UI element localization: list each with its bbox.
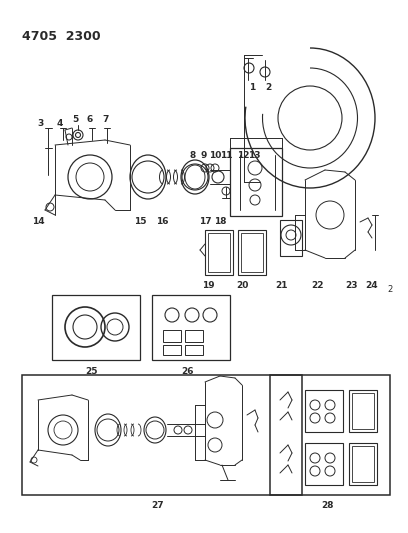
Text: 2: 2 [265,84,271,93]
Bar [185,345,203,355]
Bar [305,443,343,485]
Text: 12: 12 [237,150,249,159]
Bar [152,295,230,360]
Text: 25: 25 [86,367,98,376]
Text: 20: 20 [236,280,248,289]
Bar [305,390,343,432]
Text: 28: 28 [322,500,334,510]
Text: 3: 3 [37,118,43,127]
Bar [185,330,203,342]
Text: 4705  2300: 4705 2300 [22,30,101,43]
Text: 5: 5 [72,116,78,125]
Text: 10: 10 [209,150,221,159]
Bar [205,230,233,275]
Bar [163,330,181,342]
Bar [349,390,377,432]
Text: 8: 8 [190,150,196,159]
Text: 14: 14 [32,217,44,227]
Bar [241,233,263,272]
Text: 19: 19 [202,280,214,289]
Text: 17: 17 [199,217,211,227]
Text: 6: 6 [87,116,93,125]
Text: 1: 1 [249,84,255,93]
Text: 2: 2 [387,286,392,295]
Bar [52,295,140,360]
Text: 24: 24 [366,280,378,289]
Bar [280,220,302,256]
Text: 22: 22 [312,280,324,289]
Text: 13: 13 [248,150,260,159]
Text: 23: 23 [346,280,358,289]
Text: 16: 16 [156,217,168,227]
Bar [230,148,282,216]
Text: 26: 26 [182,367,194,376]
Text: 7: 7 [103,116,109,125]
Bar [208,233,230,272]
Bar [352,446,374,482]
Text: 27: 27 [152,500,164,510]
Bar [352,393,374,429]
Bar [163,345,181,355]
Text: 15: 15 [134,217,146,227]
Bar [22,375,302,495]
Bar [349,443,377,485]
Text: 21: 21 [276,280,288,289]
Text: 4: 4 [57,118,63,127]
Bar [238,230,266,275]
Text: 9: 9 [201,150,207,159]
Text: 11: 11 [220,150,232,159]
Bar [270,375,390,495]
Text: 18: 18 [214,217,226,227]
